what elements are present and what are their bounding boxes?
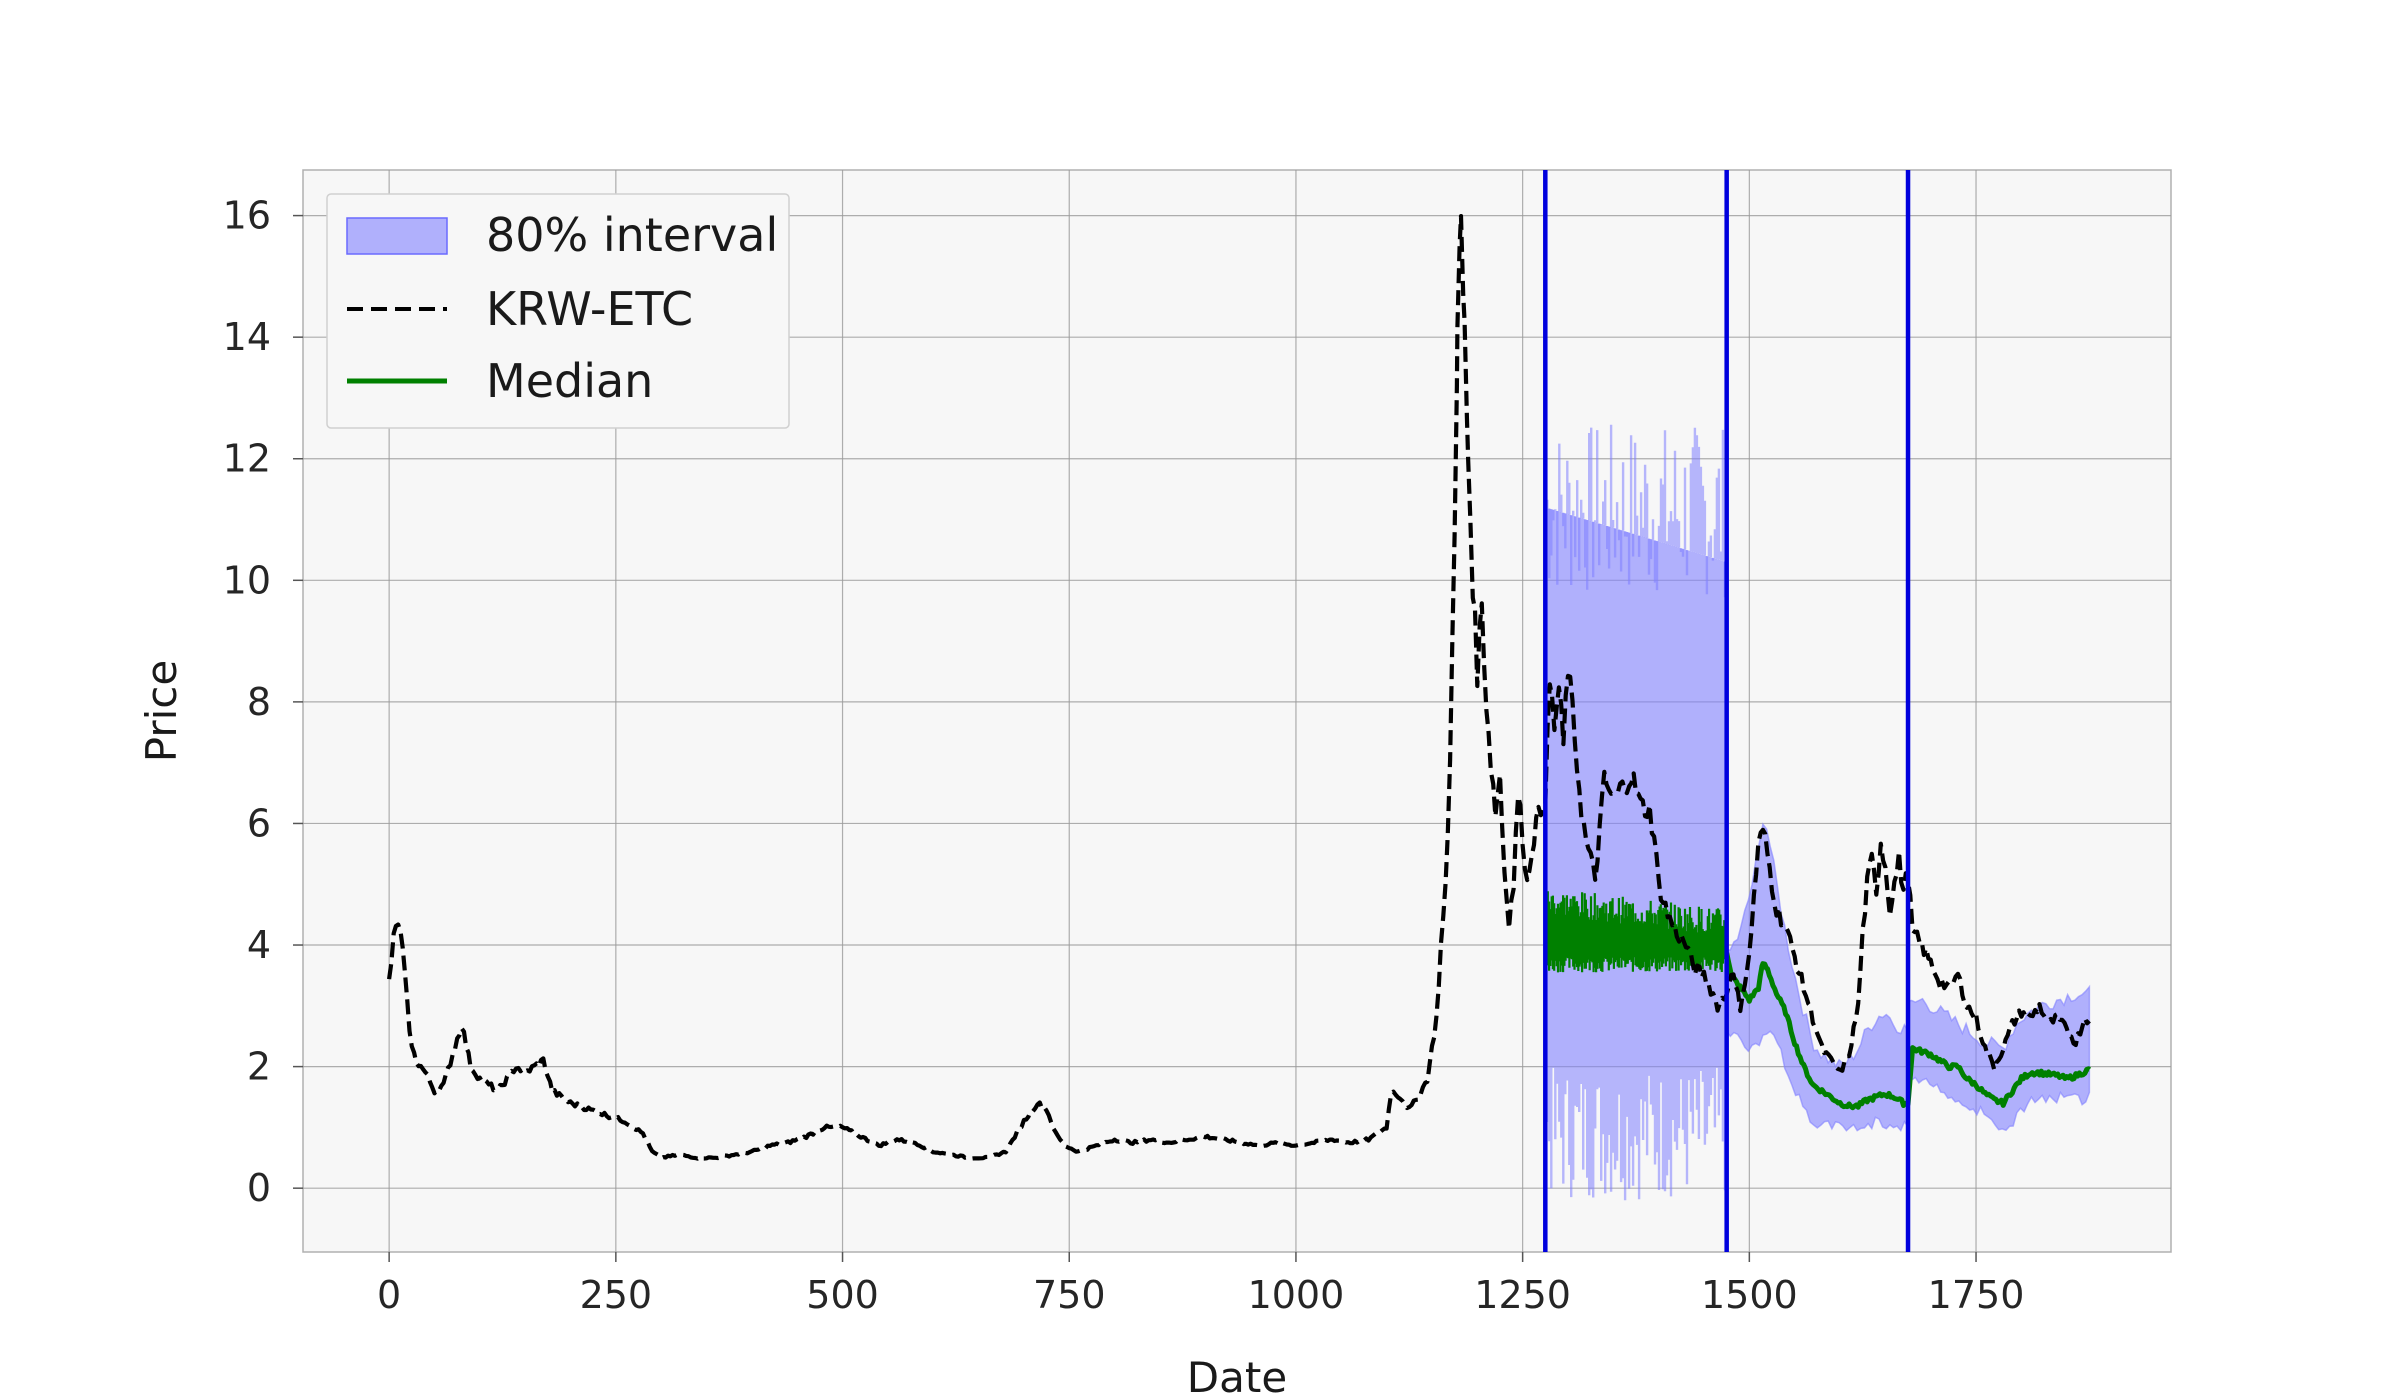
legend-band-swatch (346, 217, 448, 255)
y-tick-label: 10 (223, 558, 271, 602)
y-tick-label: 4 (247, 923, 271, 967)
x-tick-label: 1250 (1474, 1273, 1571, 1317)
x-tick-label: 0 (377, 1273, 401, 1317)
y-tick-label: 0 (247, 1166, 271, 1210)
x-tick-label: 1000 (1248, 1273, 1345, 1317)
legend-label-median: Median (486, 354, 653, 408)
x-tick-label: 750 (1033, 1273, 1106, 1317)
x-tick-label: 1750 (1928, 1273, 2025, 1317)
x-axis-ticks: 0 250 500 750 1000 1250 1500 1750 (377, 1252, 2024, 1317)
y-tick-label: 14 (223, 315, 271, 359)
y-axis-ticks: 0 2 4 6 8 10 12 14 16 (223, 194, 303, 1210)
y-axis-label: Price (137, 660, 186, 762)
y-tick-label: 16 (223, 194, 271, 238)
grid-lines (303, 170, 2171, 1252)
legend: 80% interval KRW-ETC Median (326, 193, 790, 429)
legend-label-krw-etc: KRW-ETC (486, 282, 693, 336)
x-tick-label: 250 (580, 1273, 653, 1317)
legend-label-interval: 80% interval (486, 208, 778, 262)
x-tick-label: 500 (806, 1273, 879, 1317)
krw-etc-path (387, 214, 2091, 1161)
krw-etc-line (387, 214, 2091, 1161)
x-tick-label: 1500 (1701, 1273, 1798, 1317)
y-tick-label: 2 (247, 1045, 271, 1089)
y-tick-label: 12 (223, 437, 271, 481)
x-axis-label: Date (1187, 1353, 1287, 1400)
split-lines (1543, 170, 1911, 1252)
y-tick-label: 8 (247, 680, 271, 724)
y-tick-label: 6 (247, 801, 271, 845)
